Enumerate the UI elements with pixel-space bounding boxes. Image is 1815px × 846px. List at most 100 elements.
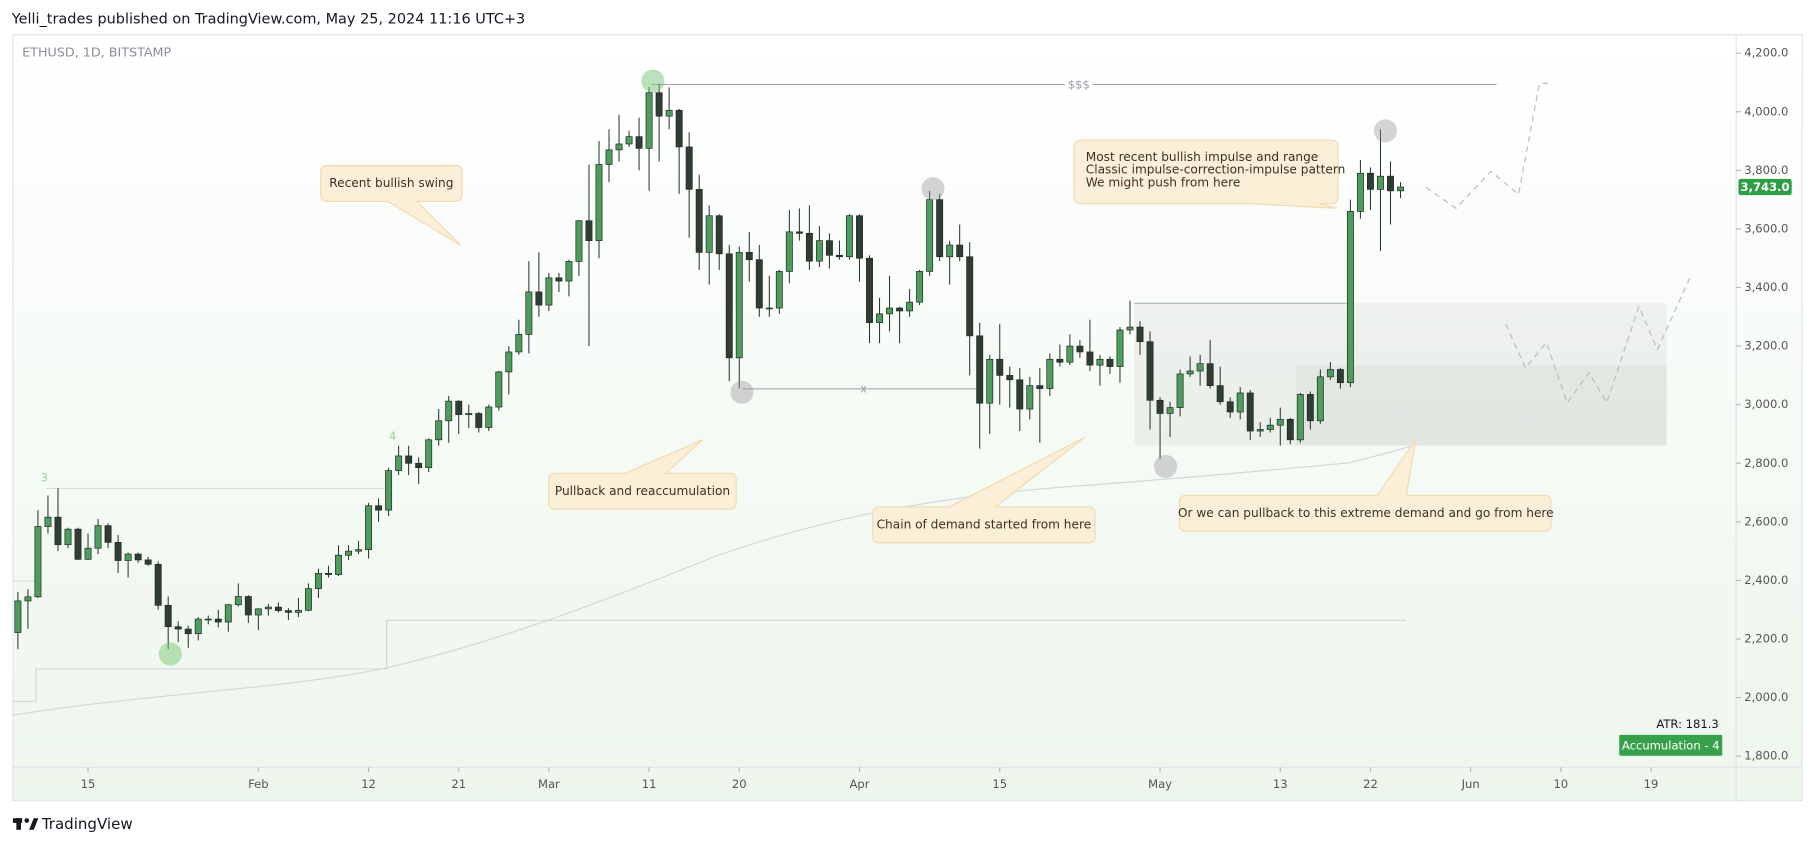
candle-body <box>465 413 473 415</box>
candle-body <box>264 606 272 610</box>
last-price-tag: 3,743.0 <box>1738 178 1792 196</box>
swing-marker <box>1154 454 1178 478</box>
candle-body <box>805 232 813 262</box>
candle-body <box>114 541 122 561</box>
candle-body <box>1176 373 1184 408</box>
candle-body <box>224 604 232 623</box>
candle-body <box>1276 418 1284 426</box>
candle-body <box>1246 392 1254 432</box>
level-label: $$$ <box>1068 78 1090 92</box>
level-label: x <box>860 381 867 395</box>
candle-body <box>1086 351 1094 366</box>
candle-body <box>184 628 192 635</box>
x-tick-label: 12 <box>361 777 376 791</box>
candle-body <box>1196 363 1204 372</box>
candle-body <box>1056 358 1064 363</box>
candle-body <box>335 554 342 575</box>
candle-body <box>896 307 904 312</box>
candle-body <box>595 164 603 241</box>
candle-body <box>204 618 212 621</box>
candle-body <box>825 240 833 256</box>
footer-brand: TradingView <box>41 815 133 833</box>
y-tick-label: 3,800.0 <box>1744 163 1788 177</box>
candle-body <box>765 307 773 310</box>
chart-frame <box>12 34 1803 802</box>
candle-body <box>154 563 162 606</box>
candle-body <box>395 455 403 471</box>
x-tick-label: 10 <box>1553 777 1568 791</box>
candle-body <box>665 109 673 117</box>
callout-text: Or we can pullback to this extreme deman… <box>1178 506 1554 520</box>
candle-body <box>735 252 743 359</box>
callout-text: Recent bullish swing <box>329 176 453 190</box>
callout-text: Classic impulse-correction-impulse patte… <box>1086 163 1346 177</box>
x-tick-label: Jun <box>1461 777 1480 791</box>
publisher-line: Yelli_trades published on TradingView.co… <box>11 12 526 28</box>
candle-body <box>615 143 623 151</box>
candle-body <box>94 525 102 549</box>
candle-body <box>1016 379 1024 410</box>
projection-path <box>1505 277 1691 405</box>
projections <box>1425 82 1691 405</box>
y-tick-label: 2,400.0 <box>1744 573 1788 587</box>
moving-average <box>12 443 1419 716</box>
callout <box>1073 139 1339 209</box>
swing-low-marker <box>158 642 182 666</box>
candle-body <box>445 400 453 422</box>
candle-body <box>986 358 994 404</box>
y-tick-label: 3,200.0 <box>1744 339 1788 353</box>
candle-body <box>1226 401 1234 413</box>
candle-body <box>996 358 1004 376</box>
candle-body <box>1397 186 1404 192</box>
symbol-title: ETHUSD, 1D, BITSTAMP <box>22 46 171 61</box>
swing-high-marker <box>641 69 665 93</box>
candle-body <box>455 400 463 415</box>
candle-body <box>415 462 423 468</box>
candle-body <box>345 550 352 556</box>
x-tick-label: 15 <box>81 777 96 791</box>
candle-body <box>1266 424 1274 430</box>
candle-body <box>1377 175 1384 190</box>
candle-body <box>555 277 563 282</box>
candle-body <box>1006 375 1014 381</box>
candle-body <box>916 271 924 303</box>
candle-body <box>695 189 703 253</box>
candle-body <box>54 516 62 546</box>
candle-body <box>515 334 523 353</box>
candle-body <box>976 335 984 404</box>
callout-text: Chain of demand started from here <box>877 517 1092 531</box>
y-tick-label: 2,800.0 <box>1744 456 1788 470</box>
candle-body <box>856 215 863 259</box>
candle-body <box>1186 370 1194 375</box>
candle-body <box>1206 363 1214 386</box>
candle-body <box>34 526 42 598</box>
candle-body <box>1256 429 1264 432</box>
candle-body <box>1166 407 1174 414</box>
y-tick-label: 3,000.0 <box>1744 397 1788 411</box>
label-bg <box>1064 77 1093 92</box>
candle-body <box>625 136 633 145</box>
candle-body <box>74 528 82 560</box>
candle-body <box>876 313 883 324</box>
x-tick-label: May <box>1148 777 1172 791</box>
candle-body <box>495 371 503 408</box>
callout-text: Most recent bullish impulse and range <box>1086 150 1319 164</box>
y-tick-label: 2,600.0 <box>1744 514 1788 528</box>
x-tick-label: 21 <box>451 777 466 791</box>
logo-part <box>29 818 39 830</box>
x-tick-label: Mar <box>538 777 560 791</box>
candle-body <box>505 351 513 373</box>
step-line <box>12 619 1407 702</box>
candle-body <box>775 271 783 309</box>
candle-body <box>846 215 853 258</box>
candle-body <box>1066 345 1074 363</box>
y-tick-label: 4,200.0 <box>1744 46 1788 60</box>
candle-body <box>294 609 302 613</box>
candle-body <box>234 596 242 606</box>
candle-body <box>745 252 753 261</box>
candle-body <box>535 291 543 306</box>
x-tick-label: 19 <box>1644 777 1659 791</box>
callout-text: We might push from here <box>1086 175 1241 189</box>
